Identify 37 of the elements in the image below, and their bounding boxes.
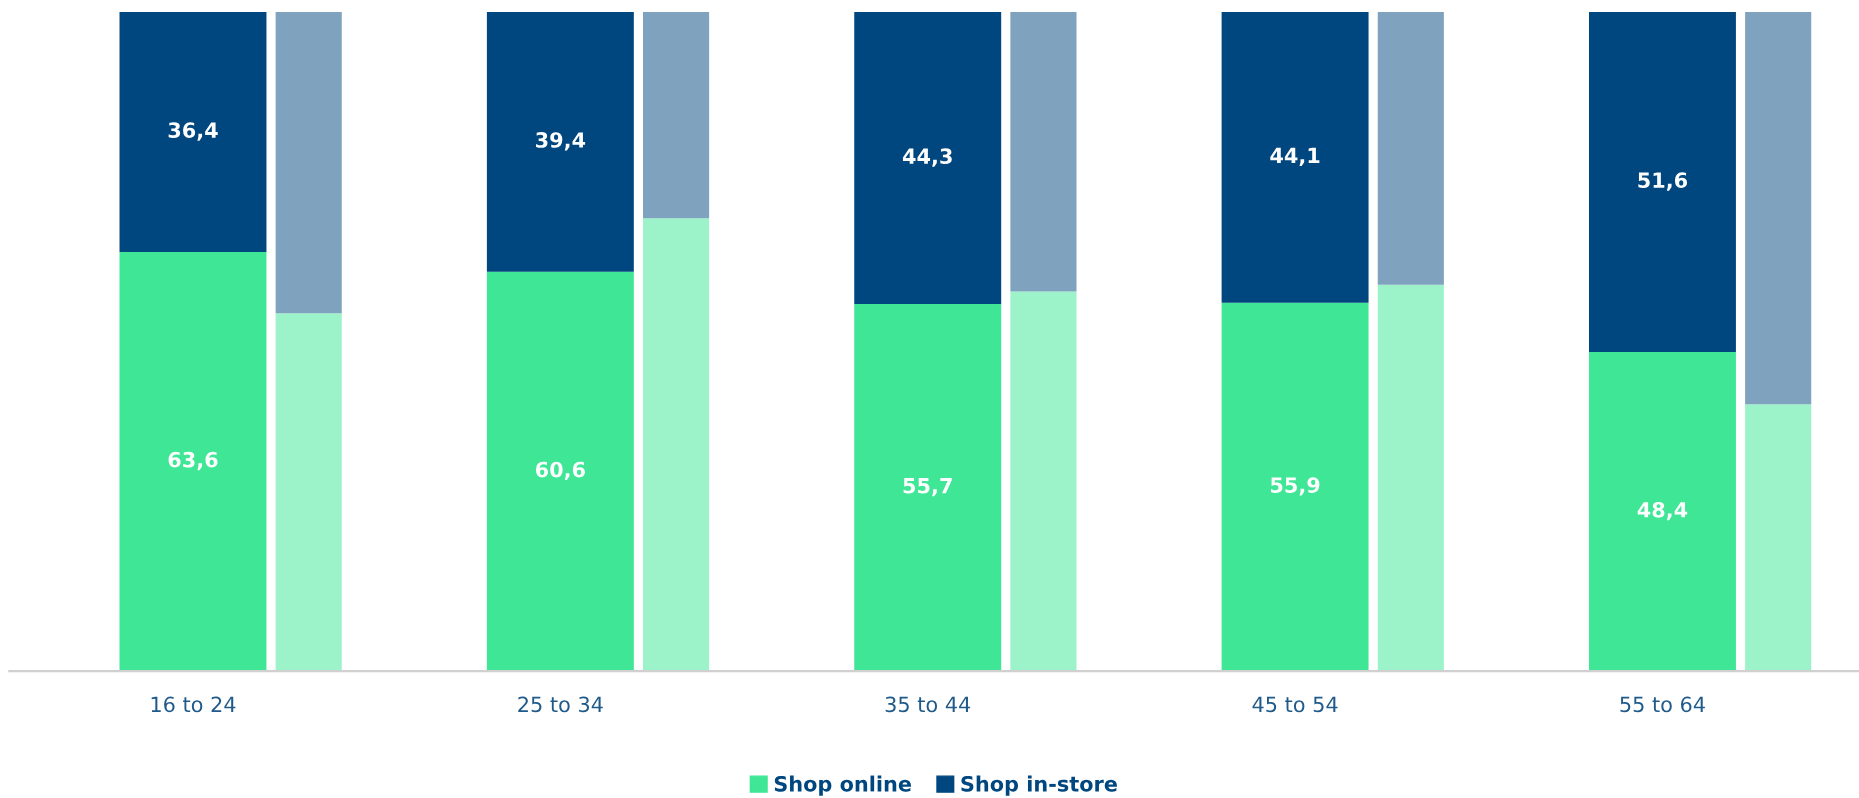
bar (1010, 291, 1077, 672)
data-label: 63,6 (168, 451, 218, 471)
bar (1745, 404, 1812, 672)
bar (1745, 11, 1812, 405)
data-label: 51,6 (1638, 172, 1688, 191)
bar (486, 11, 634, 272)
bar (1010, 11, 1077, 292)
bar (854, 303, 1002, 672)
bar (486, 271, 634, 672)
data-label: 36,4 (168, 122, 218, 141)
bar (643, 11, 710, 219)
legend-label: Shop online (774, 775, 911, 796)
data-label: 60,6 (535, 461, 585, 481)
data-label: 55,9 (1271, 477, 1320, 496)
data-label: 44,1 (1270, 147, 1320, 167)
data-label: 44,3 (902, 148, 952, 167)
bar (1221, 11, 1369, 303)
x-tick-label: 16 to 24 (151, 696, 236, 713)
bar (275, 313, 342, 672)
data-label: 48,4 (1637, 501, 1688, 521)
bar (1377, 11, 1444, 285)
x-tick-label: 55 to 64 (1620, 696, 1705, 713)
x-tick-label: 45 to 54 (1252, 696, 1338, 713)
bar (275, 11, 342, 314)
bar (854, 11, 1002, 304)
legend-label: Shop in-store (961, 775, 1117, 796)
bar (1221, 302, 1369, 672)
bar (1588, 352, 1736, 672)
x-tick-label: 25 to 34 (518, 696, 603, 713)
x-tick-label: 35 to 44 (885, 696, 971, 713)
bar (1377, 284, 1444, 672)
bar (119, 11, 267, 252)
bar (1588, 11, 1736, 353)
data-label: 39,4 (536, 132, 586, 151)
data-label: 55,7 (903, 478, 952, 497)
bar (643, 218, 710, 672)
bar (119, 251, 267, 672)
